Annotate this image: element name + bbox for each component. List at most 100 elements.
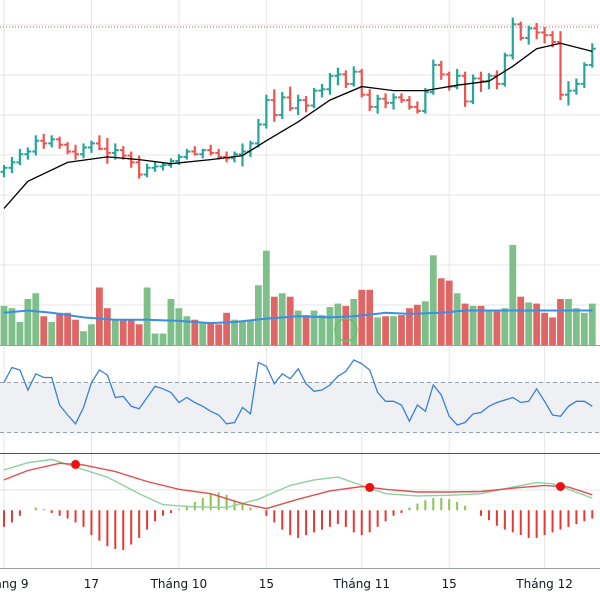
macd-cross-marker[interactable] [365, 482, 375, 492]
ohlc-bar[interactable] [310, 87, 318, 109]
ohlc-bar[interactable] [350, 66, 358, 87]
volume-bar[interactable] [493, 310, 501, 346]
ohlc-bar[interactable] [127, 151, 135, 168]
volume-bar[interactable] [143, 287, 151, 346]
ohlc-bar[interactable] [0, 165, 8, 178]
ohlc-bar[interactable] [453, 69, 461, 90]
volume-bar[interactable] [8, 308, 16, 345]
volume-bar[interactable] [294, 310, 302, 346]
ohlc-bar[interactable] [270, 89, 278, 122]
volume-bar[interactable] [167, 299, 175, 345]
ohlc-bar[interactable] [254, 119, 262, 148]
volume-bar[interactable] [573, 308, 580, 345]
ohlc-bar[interactable] [40, 133, 48, 149]
volume-bar[interactable] [223, 312, 230, 345]
volume-bar[interactable] [72, 319, 79, 345]
ohlc-bar[interactable] [334, 67, 342, 86]
volume-bar[interactable] [231, 319, 238, 345]
volume-bar[interactable] [135, 324, 143, 345]
volume-bar[interactable] [406, 308, 413, 345]
ohlc-bar[interactable] [358, 69, 366, 98]
volume-bar[interactable] [580, 312, 588, 345]
ohlc-bar[interactable] [509, 17, 517, 60]
volume-bar[interactable] [414, 304, 421, 345]
ohlc-bar[interactable] [262, 94, 270, 129]
ohlc-bar[interactable] [382, 93, 390, 109]
volume-bar[interactable] [207, 322, 215, 345]
volume-bar[interactable] [453, 293, 461, 345]
volume-bar[interactable] [151, 333, 159, 346]
volume-bar[interactable] [191, 319, 199, 345]
volume-bar[interactable] [278, 293, 286, 345]
ohlc-bar[interactable] [8, 156, 16, 174]
ohlc-bar[interactable] [461, 71, 469, 107]
volume-bar[interactable] [199, 322, 207, 345]
rsi-pane[interactable] [0, 359, 600, 433]
volume-bar[interactable] [64, 312, 71, 345]
volume-bar[interactable] [366, 289, 374, 345]
volume-bar[interactable] [334, 303, 342, 345]
ohlc-bar[interactable] [326, 73, 334, 95]
volume-bar[interactable] [517, 296, 525, 345]
ohlc-bar[interactable] [191, 146, 199, 156]
ohlc-bar[interactable] [405, 96, 413, 110]
volume-bar[interactable] [485, 310, 493, 346]
ohlc-bar[interactable] [207, 144, 215, 156]
ohlc-bar[interactable] [87, 140, 95, 153]
ohlc-bar[interactable] [199, 148, 207, 159]
volume-bar[interactable] [262, 250, 270, 345]
ohlc-bar[interactable] [564, 81, 572, 106]
volume-bar[interactable] [247, 319, 254, 345]
ohlc-bar[interactable] [56, 136, 64, 149]
volume-bar[interactable] [88, 324, 95, 345]
ohlc-bar[interactable] [493, 70, 501, 90]
ohlc-bar[interactable] [103, 138, 111, 164]
ohlc-bar[interactable] [183, 148, 191, 160]
ohlc-bar[interactable] [302, 96, 310, 113]
volume-bar[interactable] [469, 305, 477, 345]
ohlc-bar[interactable] [24, 147, 32, 160]
ohlc-bar[interactable] [119, 146, 127, 160]
volume-bar[interactable] [103, 308, 111, 345]
ohlc-bar[interactable] [469, 74, 477, 105]
volume-bar[interactable] [318, 315, 326, 345]
ohlc-bar[interactable] [398, 93, 405, 103]
ohlc-bar[interactable] [294, 94, 302, 115]
ohlc-bar[interactable] [286, 86, 294, 111]
volume-bar[interactable] [429, 255, 437, 345]
ohlc-bar[interactable] [525, 25, 533, 45]
ohlc-bar[interactable] [374, 94, 382, 114]
volume-bar[interactable] [509, 244, 517, 345]
volume-bar[interactable] [0, 305, 8, 345]
ohlc-bar[interactable] [588, 43, 596, 68]
ohlc-bar[interactable] [501, 52, 509, 87]
ohlc-bar[interactable] [223, 151, 231, 163]
ohlc-bar[interactable] [72, 144, 80, 160]
volume-bar[interactable] [390, 316, 397, 345]
ohlc-bar[interactable] [557, 31, 564, 101]
volume-bar[interactable] [549, 317, 556, 345]
volume-bar[interactable] [183, 316, 191, 345]
volume-bar[interactable] [239, 322, 246, 345]
volume-bar[interactable] [437, 278, 445, 345]
ohlc-bar[interactable] [572, 78, 580, 95]
volume-bar[interactable] [96, 287, 103, 346]
volume-bar[interactable] [40, 316, 48, 345]
ohlc-bar[interactable] [421, 87, 429, 114]
ohlc-bar[interactable] [159, 162, 167, 171]
volume-bar[interactable] [159, 333, 167, 346]
ohlc-bar[interactable] [64, 142, 72, 155]
ohlc-bar[interactable] [32, 135, 40, 156]
ohlc-bar[interactable] [95, 135, 103, 151]
volume-bar[interactable] [461, 303, 469, 345]
ohlc-bar[interactable] [318, 83, 326, 98]
volume-bar[interactable] [374, 317, 382, 345]
volume-bar[interactable] [310, 310, 318, 346]
volume-bar[interactable] [270, 296, 278, 345]
ohlc-bar[interactable] [366, 89, 374, 111]
volume-bar[interactable] [421, 301, 429, 345]
volume-bar[interactable] [477, 305, 485, 345]
volume-bar[interactable] [342, 305, 350, 345]
